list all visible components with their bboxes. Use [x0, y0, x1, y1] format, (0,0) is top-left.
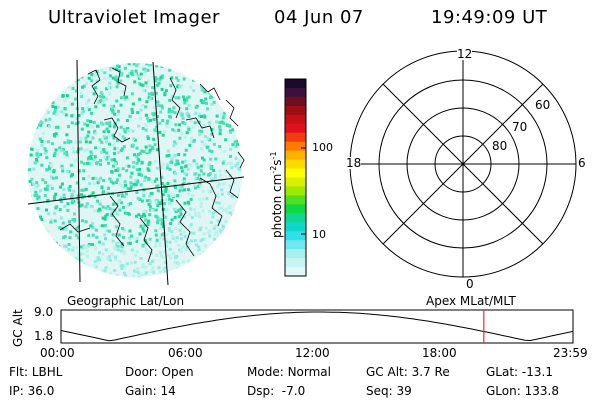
time-tick-label: 12:00	[295, 346, 330, 360]
colorbar-band	[285, 177, 306, 187]
altitude-min-label: 1.8	[34, 329, 54, 343]
filter-field: Flt: LBHL	[9, 365, 63, 379]
geo-grid-lines	[27, 59, 245, 286]
altitude-max-label: 9.0	[34, 305, 54, 319]
colorbar-band	[285, 258, 306, 268]
colorbar-band	[285, 114, 306, 125]
colorbar-band	[285, 204, 306, 214]
colorbar-band	[285, 231, 306, 241]
colorbar-tick-100: 100	[312, 141, 333, 154]
colorbar-band	[285, 105, 306, 116]
altitude-axis-title: GC Alt	[11, 309, 25, 347]
colorbar-band	[285, 186, 306, 196]
mlt-label-18: 18	[346, 156, 362, 170]
coastline-contours	[59, 67, 245, 263]
time-tick-label: 23:59	[553, 346, 588, 360]
glat-field: GLat: -13.1	[486, 365, 553, 379]
seq-field: Seq: 39	[366, 384, 412, 398]
time-tick-label: 18:00	[422, 346, 457, 360]
mlt-label-12: 12	[457, 47, 473, 61]
mlat-label-70: 70	[512, 120, 528, 134]
mlat-label-60: 60	[535, 98, 551, 112]
dsp-field: Dsp: -7.0	[247, 384, 306, 398]
colorbar-band	[285, 240, 306, 250]
colorbar-unit-label: photon cm-2s-1	[269, 151, 284, 238]
geo-grid-label: Geographic Lat/Lon	[67, 294, 185, 308]
ip-field: IP: 36.0	[9, 384, 55, 398]
glon-field: GLon: 133.8	[486, 384, 559, 398]
colorbar-band	[285, 222, 306, 232]
colorbar-band	[285, 141, 306, 152]
door-field: Door: Open	[125, 365, 194, 379]
mlt-label-0: 0	[466, 277, 474, 291]
gain-field: Gain: 14	[125, 384, 176, 398]
polar-mlt-grid	[349, 50, 577, 278]
colorbar	[284, 78, 307, 277]
date-label: 04 Jun 07	[274, 7, 364, 28]
time-tick-label: 06:00	[168, 346, 203, 360]
colorbar-band	[285, 87, 306, 98]
colorbar-band	[285, 150, 306, 161]
colorbar-band	[285, 79, 306, 89]
colorbar-band	[285, 123, 306, 134]
colorbar-band	[285, 132, 306, 143]
colorbar-tick-10: 10	[312, 228, 326, 241]
colorbar-band	[285, 267, 306, 277]
mlt-label-6: 6	[578, 156, 586, 170]
uv-emission-image	[28, 63, 242, 277]
mlat-label-80: 80	[492, 139, 508, 153]
colorbar-band	[285, 159, 306, 170]
time-tick-label: 00:00	[40, 346, 75, 360]
colorbar-band	[285, 195, 306, 205]
colorbar-band	[285, 96, 306, 107]
apex-grid-label: Apex MLat/MLT	[426, 294, 516, 308]
colorbar-band	[285, 168, 306, 178]
colorbar-band	[285, 249, 306, 259]
time-label: 19:49:09 UT	[431, 7, 548, 28]
instrument-title: Ultraviolet Imager	[48, 7, 220, 28]
colorbar-band	[285, 213, 306, 223]
gc-alt-field: GC Alt: 3.7 Re	[366, 365, 450, 379]
mode-field: Mode: Normal	[247, 365, 331, 379]
altitude-timeline	[60, 309, 574, 344]
